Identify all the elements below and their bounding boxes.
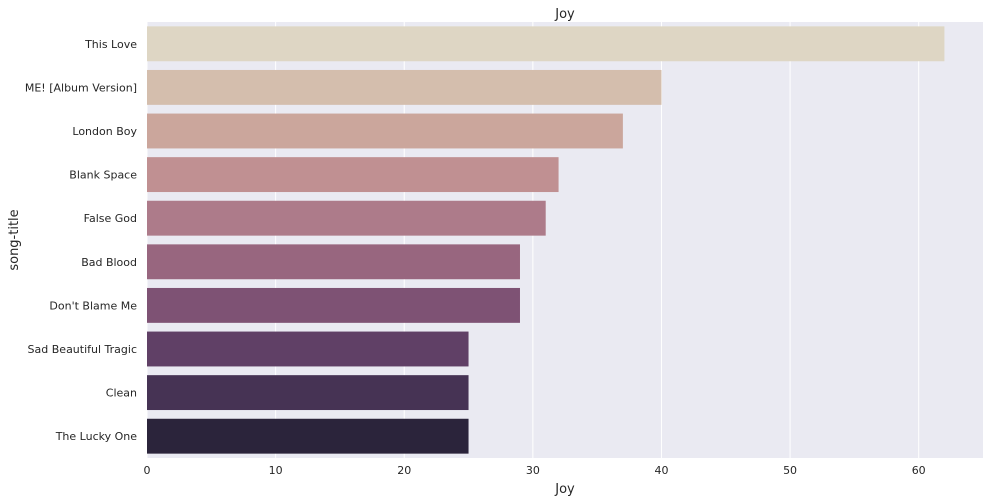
x-tick-label: 20 <box>397 464 411 477</box>
y-tick-label: London Boy <box>72 125 137 138</box>
bars <box>147 26 945 454</box>
bar <box>147 113 623 149</box>
y-tick-label: Don't Blame Me <box>49 299 137 312</box>
y-tick-label: This Love <box>84 38 137 51</box>
y-tick-label: False God <box>84 212 137 225</box>
y-tick-label: Clean <box>106 387 137 400</box>
bar <box>147 69 662 105</box>
x-tick-label: 0 <box>144 464 151 477</box>
bar <box>147 244 520 280</box>
y-tick-label: Sad Beautiful Tragic <box>28 343 137 356</box>
bar <box>147 375 469 411</box>
bar <box>147 287 520 323</box>
y-axis-label: song-title <box>7 209 22 270</box>
y-tick-labels: This Love ME! [Album Version] London Boy Bl… <box>25 38 138 443</box>
y-tick-label: Blank Space <box>69 169 137 182</box>
bar <box>147 157 559 193</box>
y-tick-label: The Lucky One <box>55 430 138 443</box>
bar <box>147 331 469 367</box>
x-tick-labels: 0 10 20 30 40 50 60 <box>144 464 926 477</box>
y-tick-label: Bad Blood <box>81 256 137 269</box>
bar <box>147 26 945 62</box>
chart-title: Joy <box>554 7 575 22</box>
x-tick-label: 10 <box>269 464 283 477</box>
x-axis-label: Joy <box>554 482 575 497</box>
x-tick-label: 50 <box>783 464 797 477</box>
y-tick-label: ME! [Album Version] <box>25 81 137 94</box>
bar <box>147 200 546 236</box>
x-tick-label: 30 <box>526 464 540 477</box>
bar <box>147 418 469 454</box>
x-tick-label: 40 <box>654 464 668 477</box>
x-tick-label: 60 <box>912 464 926 477</box>
